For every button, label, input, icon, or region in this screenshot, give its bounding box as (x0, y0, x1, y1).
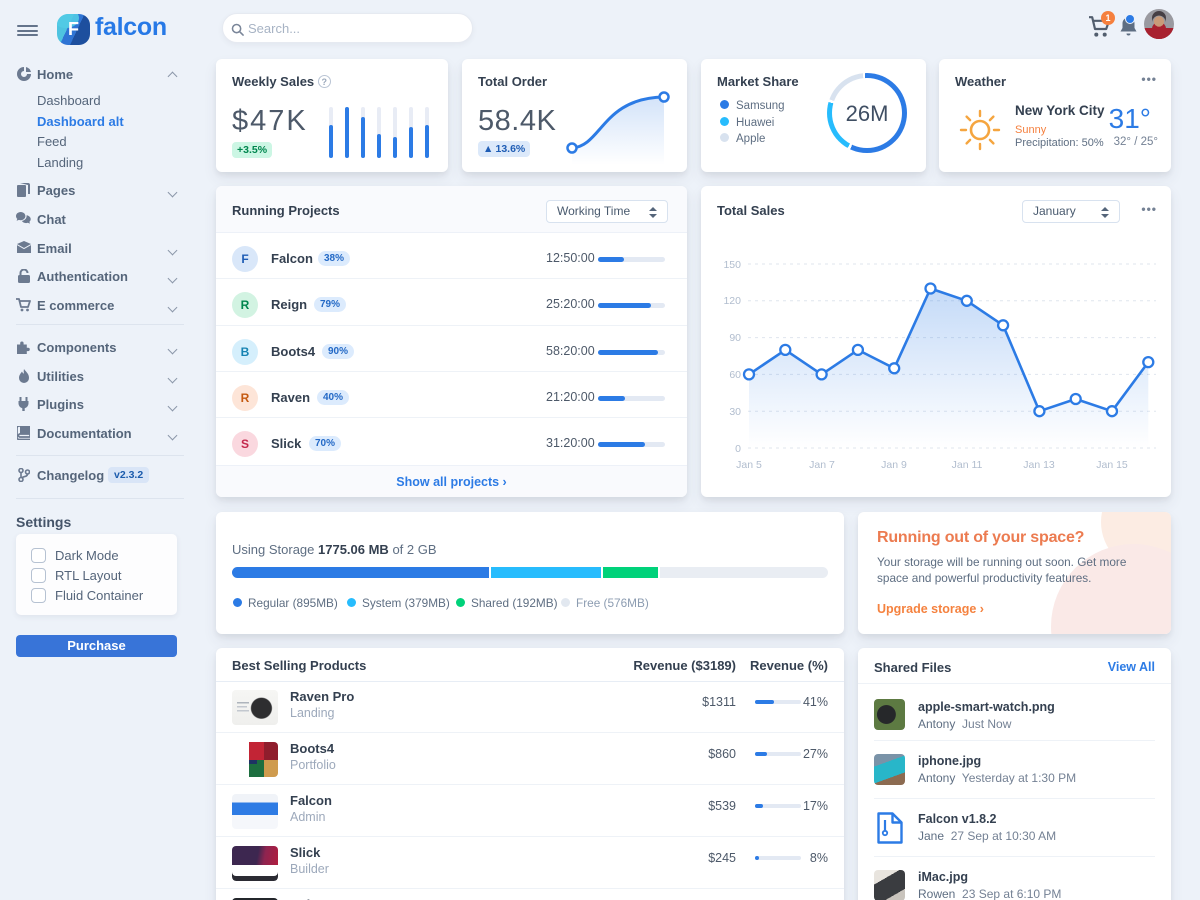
svg-text:60: 60 (729, 369, 741, 381)
svg-text:Jan 5: Jan 5 (736, 459, 762, 471)
svg-text:Jan 9: Jan 9 (881, 459, 907, 471)
svg-text:Jan 7: Jan 7 (809, 459, 835, 471)
svg-text:Jan 15: Jan 15 (1096, 459, 1128, 471)
svg-text:Jan 13: Jan 13 (1023, 459, 1055, 471)
svg-text:120: 120 (723, 295, 741, 307)
svg-text:90: 90 (729, 332, 741, 344)
svg-text:150: 150 (723, 259, 741, 271)
svg-text:Jan 11: Jan 11 (952, 459, 983, 471)
svg-text:0: 0 (735, 443, 741, 455)
svg-text:30: 30 (729, 406, 741, 418)
